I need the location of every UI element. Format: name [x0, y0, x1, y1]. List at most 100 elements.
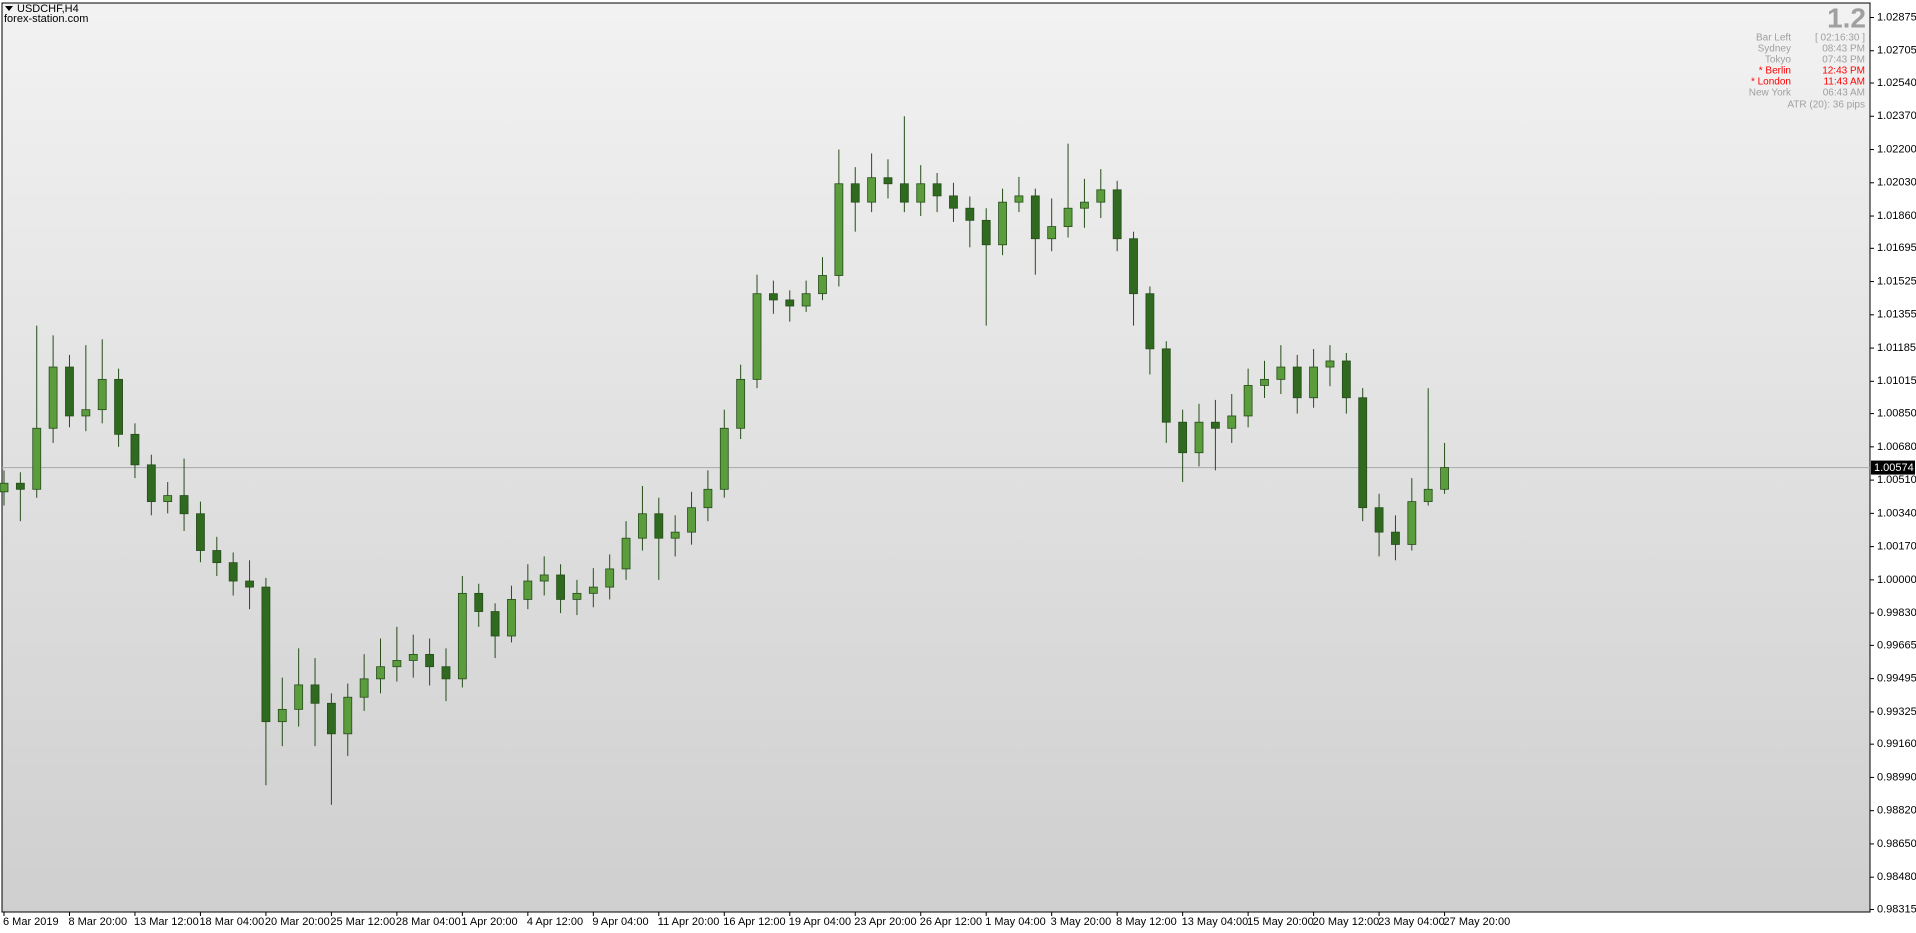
candle-body [1210, 421, 1220, 429]
candle-body [146, 464, 156, 503]
candle-body [1276, 366, 1286, 380]
candle-body [1243, 385, 1253, 417]
y-tick-label: 1.00000 [1877, 574, 1916, 586]
candle-body [1161, 348, 1171, 423]
candle-body [1145, 293, 1155, 350]
candle-body [867, 177, 877, 203]
candle-body [65, 366, 74, 417]
candle-body [1309, 366, 1318, 399]
candle-body [556, 574, 565, 600]
candle-body [638, 513, 647, 539]
y-tick-label: 1.02200 [1877, 143, 1916, 155]
candle-body [326, 702, 336, 735]
candle-body [48, 366, 58, 429]
candle-body [130, 433, 140, 466]
y-tick-label: 1.02540 [1877, 77, 1916, 89]
candle-body [441, 666, 451, 680]
candle-body [687, 507, 696, 533]
x-tick-label: 4 Apr 12:00 [527, 916, 583, 928]
y-tick-label: 1.02705 [1877, 45, 1916, 57]
y-tick-label: 0.99325 [1877, 706, 1916, 718]
candle-body [965, 207, 975, 221]
candle-body [899, 183, 909, 203]
candle-body [621, 537, 631, 570]
x-tick-label: 13 May 04:00 [1182, 916, 1249, 928]
y-tick-label: 1.02030 [1877, 177, 1916, 189]
candle-body [1423, 488, 1433, 503]
x-tick-label: 18 Mar 04:00 [199, 916, 264, 928]
candle-body [1407, 501, 1417, 545]
candle-body [1292, 366, 1302, 399]
candle-body [1129, 238, 1138, 295]
info-label: * London [1751, 77, 1791, 88]
y-tick-label: 1.02370 [1877, 110, 1916, 122]
y-tick-label: 0.99830 [1877, 607, 1916, 619]
candle-body [228, 562, 238, 582]
info-value: 12:43 PM [1822, 66, 1865, 77]
y-tick-label: 1.01015 [1877, 375, 1916, 387]
candle-body [703, 488, 713, 509]
y-tick-label: 1.01355 [1877, 309, 1916, 321]
y-tick-label: 1.01695 [1877, 242, 1916, 254]
candle-body [212, 550, 222, 564]
candle-body [670, 531, 680, 539]
x-tick-label: 23 May 04:00 [1378, 916, 1445, 928]
candle-body [1440, 467, 1449, 490]
candle-body [801, 293, 811, 307]
info-label: * Berlin [1759, 66, 1791, 77]
candle-body [1325, 360, 1335, 368]
candle-body [1358, 397, 1368, 509]
candle-body [883, 177, 893, 185]
x-tick-label: 20 Mar 20:00 [265, 916, 330, 928]
candle-body [408, 653, 418, 661]
candle-body [1227, 415, 1237, 429]
candle-body [1178, 421, 1188, 454]
candle-body [932, 183, 942, 197]
info-value: [ 02:16:30 ] [1815, 33, 1865, 44]
candle-body [834, 183, 844, 276]
candle-body [719, 427, 729, 490]
y-tick-label: 0.98480 [1877, 871, 1916, 883]
candle-body [457, 592, 467, 680]
y-tick-label: 0.99665 [1877, 639, 1916, 651]
symbol-menu-icon[interactable] [5, 6, 13, 11]
candle-body [1047, 226, 1057, 240]
x-tick-label: 13 Mar 12:00 [134, 916, 199, 928]
candle-body [588, 586, 598, 594]
y-tick-label: 1.00170 [1877, 541, 1916, 553]
candle-body [343, 696, 353, 735]
candle-body [1391, 531, 1400, 545]
candle-body [654, 513, 664, 539]
plot-layer [0, 116, 1870, 805]
y-tick-label: 1.00510 [1877, 474, 1916, 486]
candle-body [310, 684, 320, 704]
current-price-box [1871, 460, 1915, 475]
candle-body [785, 299, 795, 307]
x-tick-label: 20 May 12:00 [1313, 916, 1380, 928]
y-tick-label: 1.01185 [1877, 342, 1916, 354]
y-tick-label: 0.98820 [1877, 805, 1916, 817]
y-tick-label: 0.98315 [1877, 903, 1916, 915]
info-label: Sydney [1758, 44, 1791, 55]
x-tick-label: 27 May 20:00 [1444, 916, 1511, 928]
candle-body [392, 660, 402, 668]
x-tick-label: 3 May 20:00 [1051, 916, 1112, 928]
y-tick-label: 1.02875 [1877, 11, 1916, 23]
candle-body [818, 275, 827, 295]
candle-body [949, 195, 958, 209]
candle-body [97, 378, 107, 411]
y-tick-label: 1.01525 [1877, 275, 1916, 287]
current-price-label: 1.00574 [1874, 462, 1914, 474]
x-tick-label: 8 May 12:00 [1116, 916, 1177, 928]
candle-body [605, 568, 615, 588]
candle-body [114, 378, 123, 435]
symbol-label: USDCHF,H4 [17, 3, 79, 15]
candle-body [1260, 378, 1269, 386]
info-value: 06:43 AM [1823, 88, 1865, 99]
y-tick-label: 1.00340 [1877, 507, 1916, 519]
info-label: Bar Left [1756, 33, 1791, 44]
candle-body [15, 482, 25, 490]
info-label: Tokyo [1765, 55, 1792, 66]
candle-body [163, 495, 173, 503]
